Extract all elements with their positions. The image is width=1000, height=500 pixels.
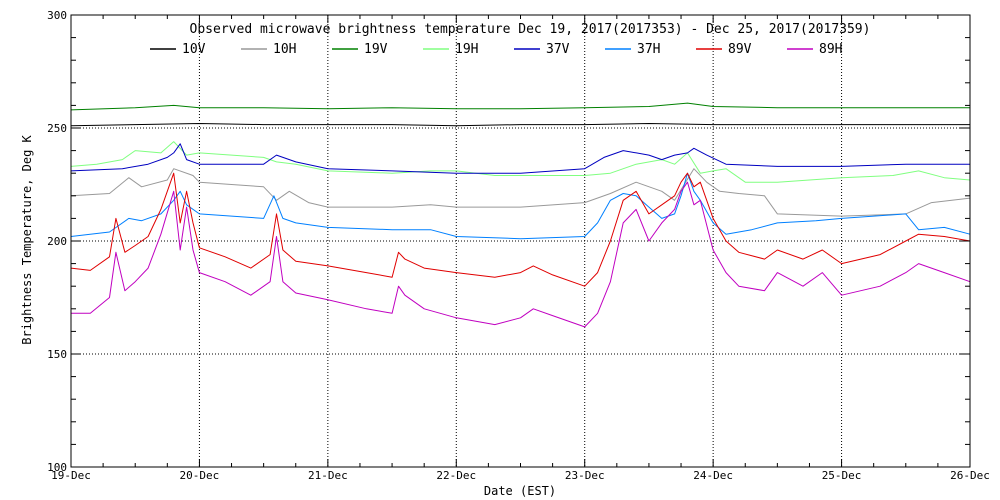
series-line-37h — [70, 172, 971, 240]
legend-label-89h: 89H — [819, 42, 842, 57]
tick-layer — [70, 14, 971, 468]
legend-label-37v: 37V — [546, 42, 570, 57]
y-tick-label: 250 — [47, 122, 67, 135]
x-tick-label: 22-Dec — [436, 469, 476, 482]
series-line-19v — [70, 102, 970, 111]
x-tick-label: 25-Dec — [822, 469, 862, 482]
x-tick-label: 21-Dec — [308, 469, 348, 482]
legend-label-19v: 19V — [364, 42, 388, 57]
series-line-89v — [70, 172, 971, 287]
y-tick-label: 150 — [47, 348, 67, 361]
series-line-37v — [70, 143, 970, 174]
legend-label-89v: 89V — [728, 42, 752, 57]
legend-label-37h: 37H — [637, 42, 660, 57]
y-axis-title: Brightness Temperature, Deg K — [20, 134, 34, 344]
x-tick-label: 23-Dec — [565, 469, 605, 482]
x-tick-label: 19-Dec — [51, 469, 91, 482]
x-axis-title: Date (EST) — [484, 484, 556, 498]
x-tick-label: 24-Dec — [693, 469, 733, 482]
label-layer: 19-Dec 20-Dec 21-Dec 22-Dec 23-Dec 24-Dec 25-D… — [47, 9, 990, 482]
x-tick-label: 20-Dec — [180, 469, 220, 482]
series-line-10h — [70, 168, 971, 217]
y-tick-label: 300 — [47, 9, 67, 22]
legend-label-19h: 19H — [455, 42, 478, 57]
grid-layer — [71, 15, 970, 467]
legend: 10V 10H 19V 19H 37V 37H 89V 89H — [150, 42, 842, 57]
y-tick-label: 100 — [47, 461, 67, 474]
series-line-10v — [70, 123, 970, 127]
legend-label-10h: 10H — [273, 42, 296, 57]
y-tick-label: 200 — [47, 235, 67, 248]
plot-frame — [70, 14, 971, 468]
series-line-89h — [71, 181, 971, 328]
series-layer — [70, 102, 971, 328]
legend-label-10v: 10V — [182, 42, 206, 57]
x-tick-label: 26-Dec — [950, 469, 990, 482]
chart-title: Observed microwave brightness temperatur… — [190, 22, 871, 37]
series-line-19h — [70, 141, 971, 183]
